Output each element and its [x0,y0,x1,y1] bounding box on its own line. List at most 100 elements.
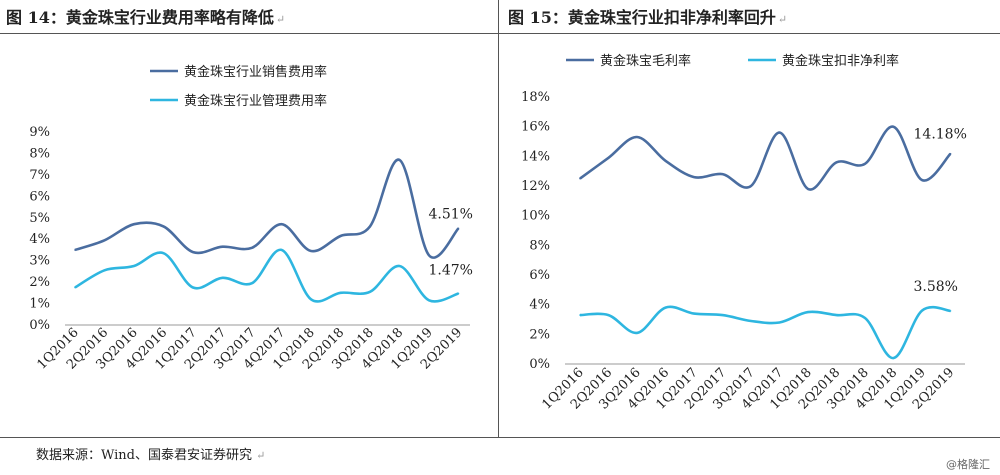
left-chart: 0%1%2%3%4%5%6%7%8%9%1Q20162Q20163Q20164Q… [29,64,473,373]
series-point [835,161,838,164]
end-value-label: 1.47% [429,262,473,278]
y-tick-label: 2% [29,275,50,290]
series-point [251,282,253,284]
data-source-note: 数据来源：Wind、国泰君安证券研究 ↵ [36,444,265,463]
series-point [280,223,283,226]
legend-label: 黄金珠宝行业销售费用率 [184,64,327,80]
series-point [310,298,312,301]
title-divider [0,33,1000,34]
right-chart-title: 图 15：黄金珠宝行业扣非净利率回升 ↵ [508,4,787,28]
y-tick-label: 0% [529,357,550,372]
series-line [74,158,460,259]
series-point [221,277,224,279]
watermark-text: @格隆汇 [946,458,990,471]
series-point [636,332,638,334]
series-point [721,314,724,316]
series-point [721,173,724,175]
legend-label: 黄金珠宝毛利率 [600,53,691,69]
y-tick-label: 16% [521,120,550,135]
series-line [579,305,951,360]
series-point [807,188,809,190]
y-tick-label: 4% [529,298,550,313]
series-point [74,249,76,251]
series-point [636,136,638,138]
series-point [750,185,752,187]
y-tick-label: 1% [29,297,50,312]
y-tick-label: 9% [29,125,50,140]
y-tick-label: 8% [529,238,550,253]
y-tick-label: 12% [521,179,550,194]
series-point [750,320,752,322]
series-point [221,245,224,248]
series-point [607,157,610,159]
panel-divider [498,0,499,437]
series-point [162,252,165,254]
series-point [949,152,952,155]
y-tick-label: 6% [29,189,50,204]
right-chart: 0%2%4%6%8%10%12%14%16%18%1Q20162Q20163Q2… [521,53,967,413]
series-point [579,177,581,180]
series-point [457,227,460,230]
legend-label: 黄金珠宝行业管理费用率 [184,93,327,109]
series-line [74,248,459,303]
left-chart-title-text: 图 14：黄金珠宝行业费用率略有降低 [6,8,274,27]
source-return-mark: ↵ [256,449,266,462]
series-point [192,251,194,253]
series-point [693,312,695,315]
series-point [778,131,781,134]
end-value-label: 4.51% [429,206,473,222]
series-point [103,239,106,242]
series-point [369,225,371,228]
series-point [664,306,667,309]
y-tick-label: 8% [29,146,50,161]
series-point [398,159,401,161]
end-value-label: 14.18% [914,127,967,143]
series-point [921,309,923,312]
series-point [280,249,283,251]
series-point [607,314,610,316]
series-point [310,250,312,252]
y-tick-label: 4% [29,232,50,247]
series-point [921,179,923,181]
y-tick-label: 2% [529,327,550,342]
y-tick-label: 18% [521,90,550,105]
series-point [693,176,695,178]
series-point [162,225,165,228]
series-point [864,317,866,319]
series-point [339,292,342,294]
series-point [339,235,342,237]
y-tick-label: 6% [529,268,550,283]
series-point [457,292,460,295]
y-tick-label: 5% [29,211,50,226]
series-point [864,162,866,165]
series-point [428,299,430,302]
left-title-return-mark: ↵ [275,13,286,26]
y-tick-label: 0% [29,318,50,333]
series-point [133,223,135,226]
series-point [579,314,581,316]
y-tick-label: 7% [29,168,50,183]
legend-label: 黄金珠宝扣非净利率 [782,53,899,69]
series-point [103,269,106,272]
series-point [778,321,781,324]
series-point [892,125,895,128]
series-point [892,357,895,359]
y-tick-label: 3% [29,254,50,269]
series-point [949,310,952,312]
y-tick-label: 10% [521,209,550,224]
end-value-label: 3.58% [914,279,958,295]
y-tick-label: 14% [521,149,550,164]
series-point [807,311,809,313]
series-point [398,265,401,267]
series-point [133,265,135,267]
series-point [192,286,194,289]
series-point [428,254,430,257]
source-divider [0,437,1000,438]
right-chart-title-text: 图 15：黄金珠宝行业扣非净利率回升 [508,8,776,27]
left-chart-title: 图 14：黄金珠宝行业费用率略有降低 ↵ [6,4,285,28]
right-title-return-mark: ↵ [777,13,788,26]
series-point [74,286,76,289]
series-point [369,290,371,293]
series-line [579,125,952,191]
